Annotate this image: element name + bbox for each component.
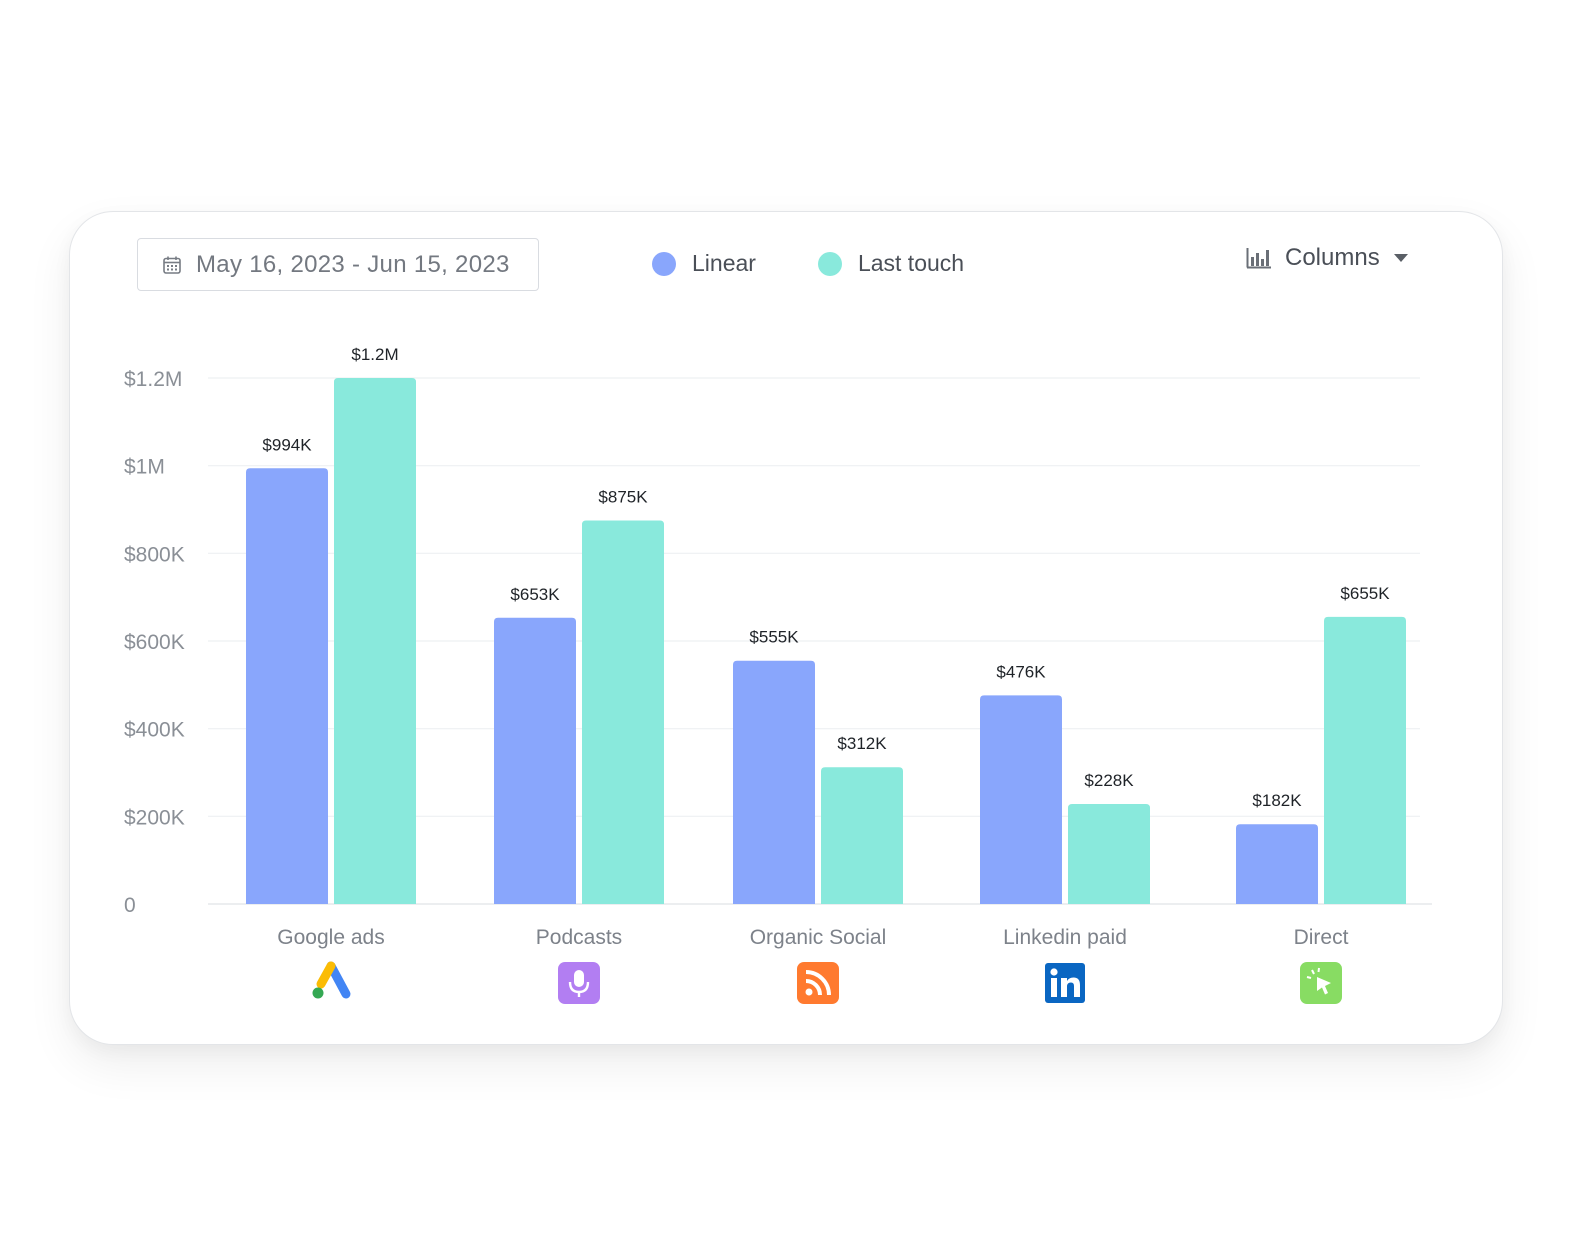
- cursor-click-icon: [1300, 962, 1342, 1004]
- chart-legend: Linear Last touch: [652, 250, 1026, 277]
- chart-card: May 16, 2023 - Jun 15, 2023 Linear Last …: [69, 211, 1503, 1045]
- view-type-label: Columns: [1285, 244, 1380, 271]
- x-category-label: Google ads: [277, 926, 384, 949]
- rss-feed-icon: [797, 962, 839, 1004]
- y-tick-label: $1M: [124, 456, 165, 479]
- bar: [980, 695, 1062, 904]
- bar: [494, 617, 576, 904]
- data-label: $655K: [1340, 584, 1390, 603]
- bar: [1068, 804, 1150, 904]
- podcast-mic-icon: [558, 962, 600, 1004]
- bar: [733, 660, 815, 904]
- data-label: $476K: [996, 662, 1046, 681]
- x-category-label: Direct: [1294, 926, 1349, 949]
- y-tick-label: $200K: [124, 806, 185, 829]
- y-tick-label: 0: [124, 894, 136, 917]
- bar: [1236, 824, 1318, 904]
- bar: [246, 468, 328, 904]
- view-type-dropdown[interactable]: Columns: [1246, 244, 1408, 272]
- y-tick-label: $400K: [124, 719, 185, 742]
- date-range-picker[interactable]: May 16, 2023 - Jun 15, 2023: [137, 238, 539, 291]
- y-tick-label: $800K: [124, 543, 185, 566]
- data-label: $555K: [749, 628, 799, 647]
- data-label: $1.2M: [351, 345, 398, 364]
- y-tick-label: $600K: [124, 631, 185, 654]
- data-label: $653K: [510, 585, 560, 604]
- google-ads-icon: [312, 961, 351, 999]
- legend-label-last-touch: Last touch: [857, 250, 965, 276]
- y-tick-label: $1.2M: [124, 368, 182, 391]
- x-category-label: Linkedin paid: [1003, 926, 1127, 949]
- data-label: $228K: [1084, 771, 1134, 790]
- data-label: $312K: [837, 734, 887, 753]
- data-label: $875K: [598, 487, 648, 506]
- chevron-down-icon: [1393, 254, 1408, 262]
- legend-item-last-touch[interactable]: Last touch: [817, 250, 965, 277]
- calendar-icon: [162, 255, 182, 275]
- date-range-text: May 16, 2023 - Jun 15, 2023: [196, 250, 510, 278]
- bar: [582, 520, 664, 904]
- x-category-label: Podcasts: [536, 926, 622, 949]
- legend-label-linear: Linear: [692, 250, 756, 276]
- legend-swatch-linear: [652, 251, 676, 276]
- bar-chart-icon: [1246, 247, 1272, 269]
- legend-swatch-last-touch: [817, 251, 842, 276]
- bar: [821, 767, 903, 904]
- x-category-label: Organic Social: [750, 926, 887, 949]
- data-label: $994K: [262, 435, 312, 454]
- data-label: $182K: [1252, 791, 1302, 810]
- linkedin-icon: [1045, 963, 1085, 1003]
- bar: [1324, 616, 1406, 904]
- legend-item-linear[interactable]: Linear: [652, 250, 756, 277]
- bar: [334, 378, 416, 904]
- bar-chart: 0 $200K $400K $600K $800K $1M $1.2M $994K $1.2M G…: [124, 345, 1432, 1004]
